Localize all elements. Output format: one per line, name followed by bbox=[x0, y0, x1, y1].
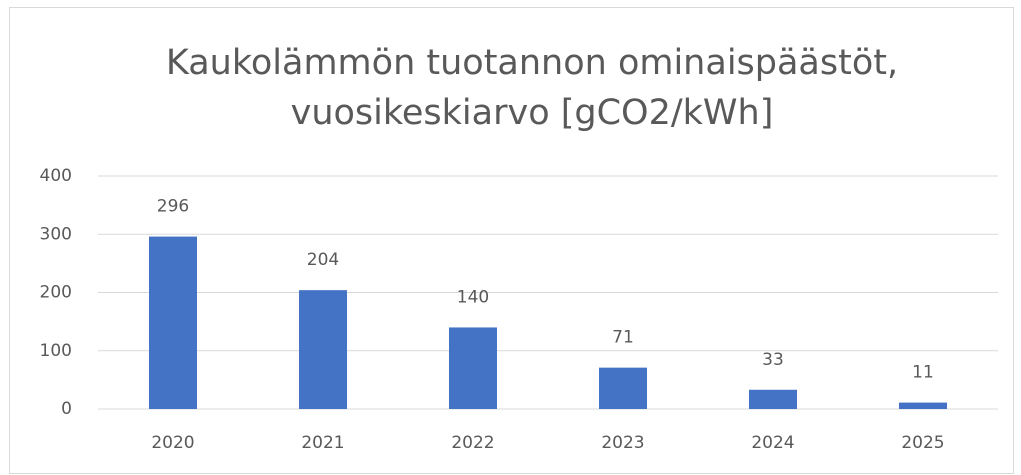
x-tick-label: 2024 bbox=[751, 433, 794, 453]
x-tick-label: 2025 bbox=[901, 433, 944, 453]
data-label: 33 bbox=[762, 350, 784, 370]
bar bbox=[149, 236, 197, 409]
bar bbox=[599, 367, 647, 409]
bar bbox=[899, 402, 947, 409]
y-tick-label: 200 bbox=[40, 283, 72, 303]
y-tick-label: 400 bbox=[40, 166, 72, 186]
x-tick-label: 2020 bbox=[151, 433, 194, 453]
x-tick-label: 2023 bbox=[601, 433, 644, 453]
x-tick-label: 2022 bbox=[451, 433, 494, 453]
x-tick-label: 2021 bbox=[301, 433, 344, 453]
data-label: 296 bbox=[157, 197, 189, 217]
chart-title: vuosikeskiarvo [gCO2/kWh] bbox=[291, 93, 774, 133]
data-label: 204 bbox=[307, 250, 339, 270]
bar bbox=[449, 327, 497, 409]
bar bbox=[749, 389, 797, 409]
bar bbox=[299, 290, 347, 409]
chart-title: Kaukolämmön tuotannon ominaispäästöt, bbox=[166, 43, 898, 83]
data-label: 140 bbox=[457, 287, 489, 307]
data-label: 11 bbox=[912, 363, 934, 383]
y-tick-label: 0 bbox=[61, 399, 72, 419]
y-tick-label: 100 bbox=[40, 341, 72, 361]
y-tick-label: 300 bbox=[40, 224, 72, 244]
data-label: 71 bbox=[612, 328, 634, 348]
